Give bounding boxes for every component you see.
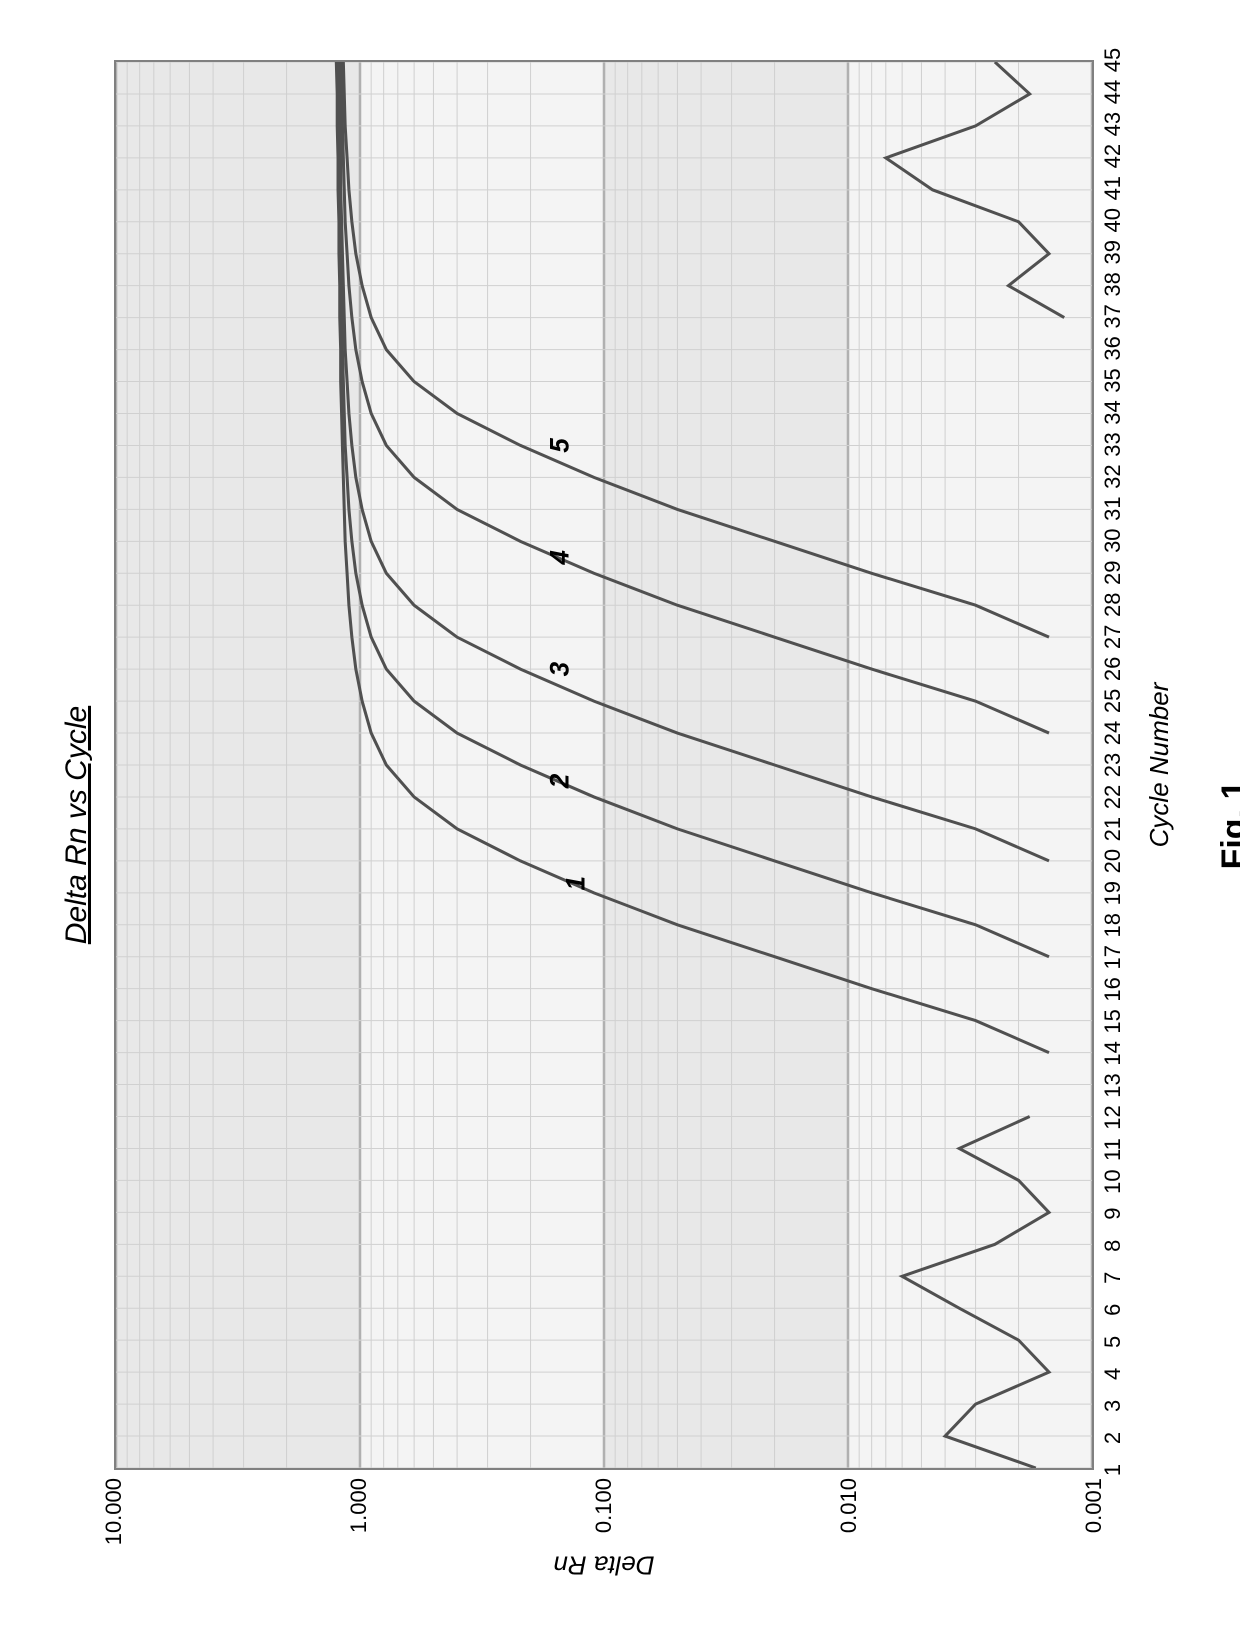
x-tick-label: 5 xyxy=(1100,1336,1126,1348)
x-tick-label: 44 xyxy=(1100,80,1126,104)
x-tick-label: 3 xyxy=(1100,1400,1126,1412)
x-tick-label: 33 xyxy=(1100,432,1126,456)
series-annotation: 3 xyxy=(544,661,574,676)
x-tick-label: 41 xyxy=(1100,176,1126,200)
y-tick-label: 1.000 xyxy=(346,1478,372,1533)
x-tick-label: 34 xyxy=(1100,400,1126,424)
x-tick-label: 37 xyxy=(1100,304,1126,328)
y-axis-label: Delta Rn xyxy=(553,1550,654,1581)
x-tick-label: 43 xyxy=(1100,112,1126,136)
x-tick-label: 7 xyxy=(1100,1272,1126,1284)
x-tick-label: 26 xyxy=(1100,657,1126,681)
x-tick-label: 35 xyxy=(1100,368,1126,392)
x-tick-label: 4 xyxy=(1100,1368,1126,1380)
x-tick-label: 25 xyxy=(1100,689,1126,713)
x-tick-label: 29 xyxy=(1100,560,1126,584)
x-tick-label: 6 xyxy=(1100,1304,1126,1316)
x-tick-label: 14 xyxy=(1100,1041,1126,1065)
x-tick-label: 20 xyxy=(1100,849,1126,873)
x-axis-label: Cycle Number xyxy=(1144,60,1175,1470)
series-annotation: 1 xyxy=(561,876,591,891)
x-tick-label: 39 xyxy=(1100,240,1126,264)
x-tick-label: 38 xyxy=(1100,272,1126,296)
x-tick-label: 45 xyxy=(1100,48,1126,72)
x-tick-label: 2 xyxy=(1100,1432,1126,1444)
x-tick-label: 12 xyxy=(1100,1105,1126,1129)
x-tick-label: 16 xyxy=(1100,977,1126,1001)
series-annotation: 2 xyxy=(544,773,574,789)
x-tick-label: 13 xyxy=(1100,1073,1126,1097)
x-tick-label: 32 xyxy=(1100,464,1126,488)
series-annotation: 4 xyxy=(544,550,574,566)
x-tick-label: 17 xyxy=(1100,945,1126,969)
x-tick-label: 42 xyxy=(1100,144,1126,168)
x-tick-label: 30 xyxy=(1100,528,1126,552)
x-tick-label: 24 xyxy=(1100,721,1126,745)
figure-caption: Fig. 1 xyxy=(1215,60,1240,1590)
ylabel-wrap: Delta Rn xyxy=(114,1540,1094,1590)
x-tick-label: 11 xyxy=(1100,1138,1126,1161)
x-tick-label: 23 xyxy=(1100,753,1126,777)
x-tick-label: 27 xyxy=(1100,625,1126,649)
chart-title: Delta Rn vs Cycle xyxy=(60,60,94,1590)
x-tick-label: 19 xyxy=(1100,881,1126,905)
x-tick-label: 40 xyxy=(1100,208,1126,232)
y-tick-label: 10.000 xyxy=(101,1478,127,1545)
x-tick-label: 10 xyxy=(1100,1169,1126,1193)
x-tick-label: 36 xyxy=(1100,336,1126,360)
x-tick-label: 18 xyxy=(1100,913,1126,937)
plot-svg: 1 2 3 4 5 xyxy=(116,62,1092,1468)
y-tick-label: 0.010 xyxy=(836,1478,862,1533)
plot-region: 1 2 3 4 5 xyxy=(114,60,1094,1470)
x-tick-label: 8 xyxy=(1100,1240,1126,1252)
chart-area: Delta Rn 0.0010.0100.1001.00010.000 1234… xyxy=(114,60,1094,1590)
y-tick-container: 0.0010.0100.1001.00010.000 xyxy=(114,1470,1094,1540)
x-tick-label: 31 xyxy=(1100,496,1126,520)
x-tick-label: 15 xyxy=(1100,1009,1126,1033)
x-tick-label: 28 xyxy=(1100,593,1126,617)
x-tick-label: 9 xyxy=(1100,1208,1126,1220)
series-annotation: 5 xyxy=(544,438,574,453)
y-tick-label: 0.001 xyxy=(1081,1478,1107,1533)
y-tick-label: 0.100 xyxy=(591,1478,617,1533)
x-tick-label: 22 xyxy=(1100,785,1126,809)
x-tick-label: 21 xyxy=(1100,817,1126,841)
x-tick-container: 1234567891011121314151617181920212223242… xyxy=(1094,60,1134,1470)
x-tick-label: 1 xyxy=(1100,1464,1126,1476)
